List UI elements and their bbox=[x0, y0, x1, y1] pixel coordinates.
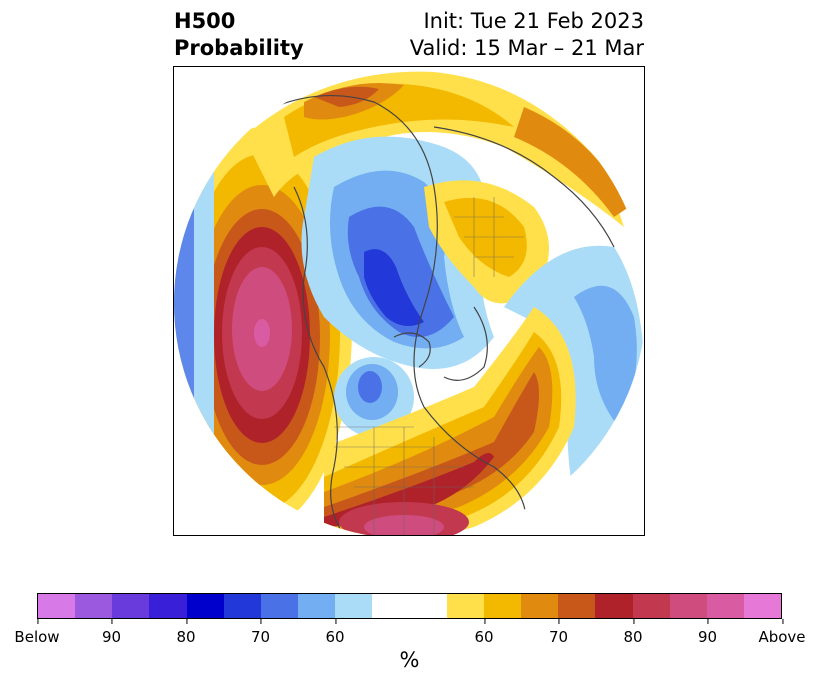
colorbar-cell bbox=[298, 594, 336, 618]
colorbar-cell bbox=[483, 594, 522, 618]
colorbar-cell bbox=[632, 594, 670, 618]
title-left: H500 Probability bbox=[174, 8, 304, 62]
colorbar-cell bbox=[335, 594, 373, 618]
colorbar-cell bbox=[558, 594, 596, 618]
colorbar-cell bbox=[112, 594, 150, 618]
colorbar-tick-label: 90 bbox=[698, 619, 717, 646]
colorbar-tick-label: 80 bbox=[176, 619, 196, 646]
init-date: Init: Tue 21 Feb 2023 bbox=[423, 9, 644, 33]
colorbar-cell bbox=[38, 594, 76, 618]
colorbar-tick-label: 70 bbox=[549, 619, 568, 646]
colorbar-tick-label: 90 bbox=[102, 619, 121, 646]
anomaly-west-peak bbox=[254, 319, 270, 347]
colorbar-cell bbox=[223, 594, 261, 618]
colorbar-cell bbox=[446, 594, 484, 618]
colorbar-cell bbox=[595, 594, 633, 618]
colorbar-cell bbox=[743, 594, 782, 618]
political-borders bbox=[334, 197, 524, 535]
colorbar-cell bbox=[669, 594, 707, 618]
colorbar-tick-label: Above bbox=[758, 619, 806, 646]
title-variable: H500 bbox=[174, 9, 236, 33]
colorbar-cell bbox=[186, 594, 224, 618]
colorbar-cell bbox=[75, 594, 113, 618]
valid-range: Valid: 15 Mar – 21 Mar bbox=[409, 36, 644, 60]
colorbar-cell bbox=[521, 594, 559, 618]
colorbar-cell bbox=[706, 594, 744, 618]
colorbar-ticks: Below 90 80 70 60 60 70 80 90 Above bbox=[14, 619, 806, 646]
colorbar-cell bbox=[260, 594, 299, 618]
colorbar-tick-label: 60 bbox=[325, 619, 345, 646]
coastlines bbox=[273, 94, 615, 535]
colorbar-tick-label: 60 bbox=[474, 619, 494, 646]
title-type: Probability bbox=[174, 36, 304, 60]
colorbar-tick-label: Below bbox=[14, 619, 60, 646]
polar-projection bbox=[174, 67, 644, 535]
probability-map bbox=[173, 66, 645, 536]
colorbar-cell bbox=[149, 594, 187, 618]
title-right: Init: Tue 21 Feb 2023 Valid: 15 Mar – 21… bbox=[410, 8, 644, 62]
colorbar-cell bbox=[372, 594, 410, 618]
colorbar-tick-label: 80 bbox=[623, 619, 643, 646]
colorbar-tick-label: 70 bbox=[251, 619, 270, 646]
colorbar bbox=[37, 593, 782, 619]
colorbar-cell bbox=[409, 594, 447, 618]
colorbar-unit-label: % bbox=[399, 648, 420, 672]
